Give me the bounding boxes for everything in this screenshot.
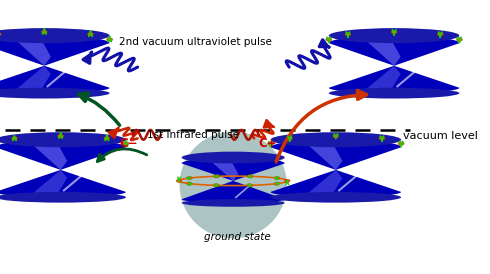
Ellipse shape	[329, 88, 460, 99]
Circle shape	[247, 184, 253, 187]
Polygon shape	[31, 140, 67, 170]
Circle shape	[87, 32, 94, 36]
Circle shape	[104, 136, 110, 140]
Text: 2nd vacuum ultraviolet pulse: 2nd vacuum ultraviolet pulse	[120, 38, 272, 47]
Polygon shape	[0, 36, 110, 66]
Polygon shape	[0, 140, 126, 170]
Circle shape	[285, 179, 290, 182]
Polygon shape	[365, 36, 401, 66]
Polygon shape	[0, 170, 126, 197]
Circle shape	[333, 134, 339, 138]
Text: C+: C+	[259, 137, 277, 150]
Ellipse shape	[0, 88, 110, 99]
Polygon shape	[270, 140, 401, 170]
Text: C−: C−	[119, 137, 138, 150]
Circle shape	[268, 142, 273, 145]
Polygon shape	[307, 140, 343, 170]
Circle shape	[398, 142, 404, 145]
Text: vacuum level: vacuum level	[403, 131, 478, 141]
Text: ground state: ground state	[204, 233, 271, 242]
Circle shape	[176, 179, 182, 182]
Polygon shape	[365, 66, 401, 93]
Polygon shape	[329, 66, 460, 93]
Polygon shape	[182, 158, 285, 181]
Circle shape	[41, 30, 48, 34]
Circle shape	[58, 134, 64, 138]
Ellipse shape	[0, 192, 126, 203]
Circle shape	[274, 182, 280, 185]
Circle shape	[379, 136, 385, 140]
Ellipse shape	[0, 132, 126, 147]
Ellipse shape	[182, 152, 285, 164]
Text: 1st infrared pulse: 1st infrared pulse	[147, 130, 240, 140]
Circle shape	[456, 38, 463, 41]
Polygon shape	[270, 170, 401, 197]
Polygon shape	[329, 36, 460, 66]
Ellipse shape	[0, 28, 110, 43]
Ellipse shape	[179, 132, 287, 238]
Polygon shape	[0, 66, 110, 93]
Circle shape	[214, 175, 219, 178]
Circle shape	[345, 32, 351, 36]
Circle shape	[274, 176, 280, 180]
Circle shape	[106, 38, 113, 41]
Circle shape	[437, 32, 443, 36]
Circle shape	[187, 176, 192, 180]
Circle shape	[214, 184, 219, 187]
Circle shape	[11, 136, 18, 140]
Polygon shape	[15, 66, 51, 93]
Ellipse shape	[182, 199, 285, 207]
Polygon shape	[31, 170, 67, 197]
Ellipse shape	[329, 28, 460, 43]
Circle shape	[0, 32, 1, 36]
Circle shape	[287, 136, 293, 140]
Circle shape	[123, 142, 129, 145]
Circle shape	[391, 30, 397, 34]
Circle shape	[326, 38, 332, 41]
Ellipse shape	[270, 192, 401, 203]
Polygon shape	[15, 36, 51, 66]
Polygon shape	[307, 170, 343, 197]
Circle shape	[247, 175, 253, 178]
Ellipse shape	[270, 132, 401, 147]
Circle shape	[187, 182, 192, 185]
Polygon shape	[210, 158, 238, 181]
Polygon shape	[182, 181, 285, 203]
